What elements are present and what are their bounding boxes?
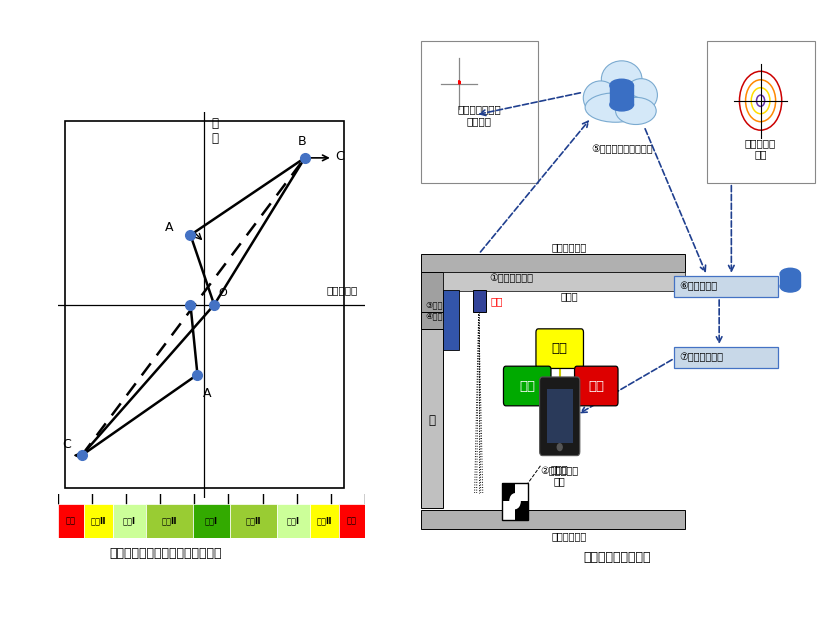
Text: 安全: 安全	[518, 379, 535, 392]
Text: 上階床スラブ: 上階床スラブ	[551, 242, 585, 252]
Text: 注意Ⅱ: 注意Ⅱ	[90, 516, 106, 526]
Text: 安全Ⅱ: 安全Ⅱ	[245, 516, 261, 526]
Text: A: A	[203, 387, 211, 399]
Bar	[473, 290, 486, 312]
Text: 注意Ⅰ: 注意Ⅰ	[286, 516, 300, 526]
Ellipse shape	[779, 281, 800, 292]
Bar	[442, 290, 459, 350]
Bar	[84, 504, 113, 538]
Bar	[779, 274, 800, 286]
Text: ⑥解析サーバ: ⑥解析サーバ	[678, 281, 716, 291]
Bar	[420, 510, 684, 529]
Text: 危険: 危険	[588, 379, 604, 392]
Bar	[113, 504, 146, 538]
Circle shape	[556, 443, 561, 450]
Bar	[310, 504, 339, 538]
Text: B: B	[297, 135, 306, 148]
Bar	[277, 504, 310, 538]
Text: 下階床スラブ: 下階床スラブ	[551, 531, 585, 542]
Text: ③ＰＣ
④通信設備: ③ＰＣ ④通信設備	[426, 300, 453, 320]
FancyBboxPatch shape	[536, 329, 583, 368]
Bar	[420, 272, 442, 329]
Text: 画像解析による
変位計測: 画像解析による 変位計測	[457, 104, 501, 126]
Ellipse shape	[585, 93, 645, 123]
Text: 安全Ⅱ: 安全Ⅱ	[161, 516, 177, 526]
FancyBboxPatch shape	[539, 377, 579, 456]
Ellipse shape	[600, 61, 641, 98]
Bar	[420, 254, 684, 272]
Bar	[420, 329, 442, 508]
Text: 危険: 危険	[65, 516, 75, 526]
Text: 注意Ⅰ: 注意Ⅰ	[123, 516, 136, 526]
Ellipse shape	[624, 78, 657, 111]
Text: 地震: 地震	[490, 297, 503, 307]
Text: 柱: 柱	[427, 414, 435, 427]
Bar	[420, 41, 537, 183]
Text: C: C	[335, 150, 344, 163]
Text: ⑤クラウドストレージ: ⑤クラウドストレージ	[590, 144, 652, 154]
Bar	[674, 347, 777, 368]
Text: 層間変位角: 層間変位角	[326, 285, 358, 295]
FancyBboxPatch shape	[574, 366, 617, 406]
Text: 危険: 危険	[347, 516, 357, 526]
Bar	[546, 389, 572, 443]
Bar	[339, 504, 364, 538]
Bar	[442, 272, 684, 292]
Text: C: C	[62, 438, 71, 451]
Ellipse shape	[583, 81, 617, 115]
Text: A: A	[166, 221, 174, 234]
Text: 注意Ⅱ: 注意Ⅱ	[316, 516, 332, 526]
Bar	[706, 41, 814, 183]
Ellipse shape	[615, 97, 656, 124]
Ellipse shape	[779, 268, 800, 280]
Text: O: O	[218, 287, 227, 297]
Text: 荷
重: 荷 重	[211, 118, 218, 146]
Text: ⑦メールサーバ: ⑦メールサーバ	[678, 352, 723, 362]
Text: 構造安全性
評価: 構造安全性 評価	[744, 138, 775, 160]
Text: 【サービスの概要】: 【サービスの概要】	[583, 551, 651, 564]
Bar	[501, 483, 527, 519]
Bar	[514, 501, 527, 519]
Text: ユーザ
端末: ユーザ 端末	[551, 464, 568, 486]
Bar	[674, 276, 777, 297]
Bar	[193, 504, 229, 538]
Bar	[501, 483, 514, 501]
Bar	[146, 504, 193, 538]
Text: 【判定基準の設定（イメージ）】: 【判定基準の設定（イメージ）】	[109, 547, 221, 560]
Bar	[58, 504, 84, 538]
Circle shape	[508, 493, 520, 509]
Text: ②ターゲット: ②ターゲット	[540, 466, 578, 476]
Text: 注意: 注意	[551, 342, 567, 355]
Bar	[609, 85, 633, 104]
Ellipse shape	[609, 79, 633, 91]
Bar	[229, 504, 277, 538]
Ellipse shape	[609, 98, 633, 111]
Bar	[420, 312, 456, 329]
FancyBboxPatch shape	[503, 366, 551, 406]
Text: 安全Ⅰ: 安全Ⅰ	[205, 516, 218, 526]
Text: ①可視光カメラ: ①可視光カメラ	[489, 273, 533, 283]
Text: 上階梁: 上階梁	[560, 292, 577, 302]
